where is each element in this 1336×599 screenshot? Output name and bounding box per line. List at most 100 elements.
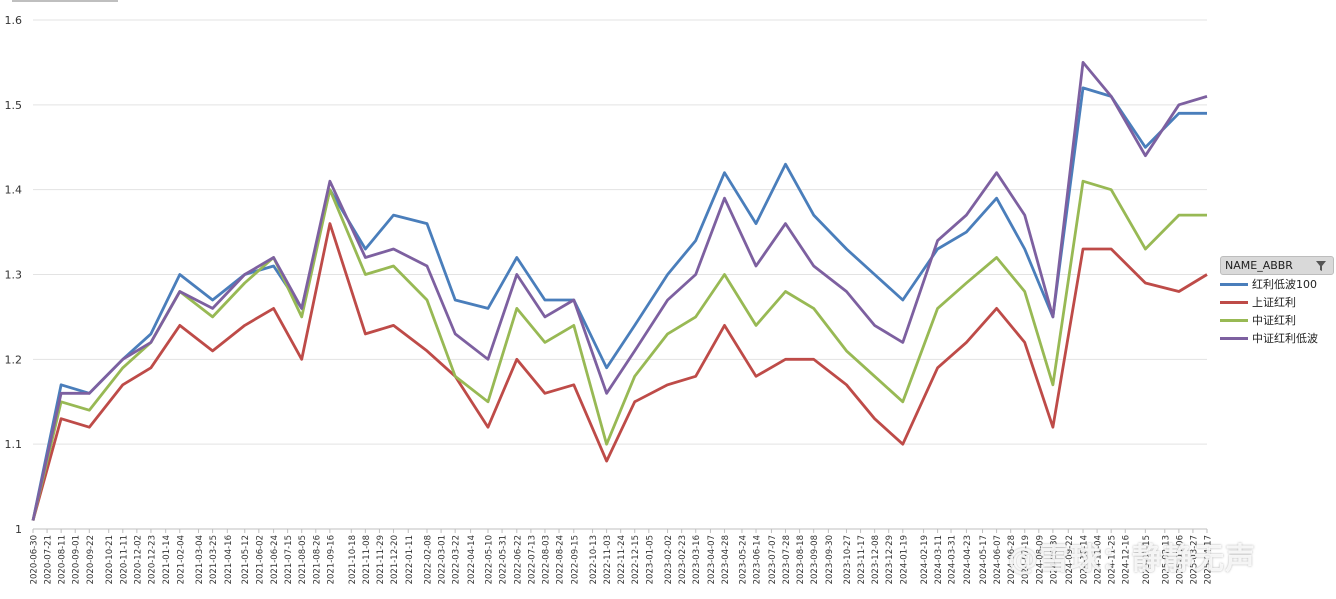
x-tick-label: 2020-11-11 (119, 535, 129, 584)
x-tick-label: 2022-12-15 (631, 535, 641, 584)
legend-swatch (1220, 336, 1248, 340)
x-tick-label: 2021-04-16 (224, 535, 234, 584)
x-tick-label: 2021-05-12 (241, 535, 251, 584)
x-tick-label: 2021-08-05 (298, 535, 308, 584)
y-axis: 1 1.1 1.2 1.3 1.4 1.5 1.6 (5, 14, 23, 536)
sheet-tab-indicator (12, 0, 118, 2)
x-tick-label: 2024-02-19 (920, 535, 930, 584)
x-tick-label: 2021-10-18 (348, 535, 358, 584)
x-tick-label: 2022-08-03 (541, 535, 551, 584)
x-tick-label: 2020-12-23 (147, 535, 157, 584)
x-tick-label: 2022-03-01 (438, 535, 448, 584)
legend-item-label: 红利低波100 (1252, 278, 1317, 291)
series-line-3 (31, 61, 1208, 521)
x-tick-label: 2024-11-04 (1094, 535, 1104, 584)
x-tick-label: 2021-03-25 (209, 535, 219, 584)
x-tick-label: 2022-02-08 (424, 535, 434, 584)
legend-item-1[interactable]: 上证红利 (1220, 293, 1334, 311)
x-tick-label: 2025-02-13 (1161, 535, 1171, 584)
x-tick-label: 2022-03-22 (452, 535, 462, 584)
x-tick-label: 2024-06-28 (1007, 535, 1017, 584)
x-tick-label: 2024-03-11 (934, 535, 944, 584)
legend-swatch (1220, 318, 1248, 322)
x-tick-label: 2022-09-15 (570, 535, 580, 584)
x-tick-label: 2025-03-27 (1189, 535, 1199, 584)
y-tick-label: 1.6 (5, 14, 23, 27)
x-tick-label: 2021-02-04 (176, 535, 186, 584)
x-tick-label: 2022-11-03 (603, 535, 613, 584)
y-tick-label: 1.2 (5, 353, 23, 366)
legend-title: NAME_ABBR (1225, 259, 1293, 272)
series-lines (31, 61, 1208, 521)
legend-item-3[interactable]: 中证红利低波 (1220, 329, 1334, 347)
y-tick-label: 1 (15, 523, 22, 536)
legend-item-2[interactable]: 中证红利 (1220, 311, 1334, 329)
x-tick-label: 2022-05-31 (499, 535, 509, 584)
funnel-filter-icon[interactable] (1313, 259, 1329, 273)
legend-item-label: 上证红利 (1252, 296, 1296, 309)
legend-swatch (1220, 300, 1248, 304)
legend-item-label: 中证红利低波 (1252, 332, 1318, 345)
x-tick-label: 2023-07-07 (768, 535, 778, 584)
x-tick-label: 2024-10-14 (1080, 535, 1090, 584)
x-tick-label: 2022-06-22 (513, 535, 523, 584)
x-tick-label: 2021-07-15 (284, 535, 294, 584)
x-tick-label: 2023-02-23 (678, 535, 688, 584)
x-tick-label: 2023-09-08 (810, 535, 820, 584)
x-tick-label: 2023-04-28 (721, 535, 731, 584)
x-tick-label: 2023-02-02 (664, 535, 674, 584)
x-tick-label: 2024-04-23 (963, 535, 973, 584)
x-tick-label: 2022-05-10 (484, 535, 494, 584)
x-tick-label: 2023-06-14 (753, 535, 763, 584)
x-tick-label: 2021-09-16 (326, 535, 336, 584)
x-tick-label: 2023-12-08 (871, 535, 881, 584)
x-tick-label: 2024-07-19 (1021, 535, 1031, 584)
x-tick-label: 2022-04-14 (467, 535, 477, 584)
x-tick-label: 2024-12-16 (1122, 535, 1132, 584)
x-tick-label: 2022-11-24 (617, 535, 627, 584)
x-tick-label: 2020-08-11 (58, 535, 68, 584)
legend-header[interactable]: NAME_ABBR (1220, 256, 1334, 275)
x-tick-label: 2021-06-02 (255, 535, 265, 584)
x-tick-label: 2020-09-22 (86, 535, 96, 584)
x-tick-label: 2023-07-28 (782, 535, 792, 584)
x-tick-label: 2023-08-18 (796, 535, 806, 584)
legend-swatch (1220, 282, 1248, 286)
x-tick-label: 2024-03-31 (948, 535, 958, 584)
x-tick-label: 2023-12-29 (885, 535, 895, 584)
x-tick-label: 2023-03-16 (692, 535, 702, 584)
chart-gridlines (33, 19, 1207, 530)
x-tick-label: 2025-04-17 (1204, 535, 1214, 584)
watermark: @雪球：静静无声 (1008, 542, 1256, 577)
x-tick-label: 2023-11-17 (857, 535, 867, 584)
legend-item-0[interactable]: 红利低波100 (1220, 275, 1334, 293)
x-tick-label: 2021-12-20 (390, 535, 400, 584)
x-tick-label: 2025-01-15 (1142, 535, 1152, 584)
x-tick-label: 2020-07-21 (44, 535, 54, 584)
x-tick-label: 2024-01-19 (899, 535, 909, 584)
x-tick-label: 2021-01-14 (162, 535, 172, 584)
x-tick-label: 2024-11-25 (1108, 535, 1118, 584)
x-tick-label: 2023-10-27 (843, 535, 853, 584)
x-tick-label: 2022-01-11 (405, 535, 415, 584)
x-tick-label: 2020-10-21 (105, 535, 115, 584)
x-tick-label: 2023-04-07 (707, 535, 717, 584)
legend-item-label: 中证红利 (1252, 314, 1296, 327)
x-tick-label: 2022-08-24 (556, 535, 566, 584)
y-tick-label: 1.3 (5, 269, 23, 282)
series-line-0 (31, 86, 1207, 521)
x-tick-label: 2024-09-22 (1065, 535, 1075, 584)
x-tick-label: 2024-08-30 (1049, 535, 1059, 584)
y-tick-label: 1.4 (5, 184, 23, 197)
y-tick-label: 1.1 (5, 438, 23, 451)
x-tick-label: 2023-05-24 (738, 535, 748, 584)
y-tick-label: 1.5 (5, 99, 23, 112)
series-line-2 (31, 179, 1207, 521)
x-tick-label: 2021-11-08 (362, 535, 372, 584)
x-tick-label: 2021-06-24 (270, 535, 280, 584)
x-tick-label: 2021-08-26 (312, 535, 322, 584)
legend: NAME_ABBR 红利低波100 上证红利 中证红利 中证红利低波 (1220, 256, 1334, 347)
x-tick-label: 2022-07-13 (527, 535, 537, 584)
x-tick-label: 2024-06-07 (993, 535, 1003, 584)
x-axis: 2020-06-30 2020-07-21 2020-08-11 2020-09-01… (30, 528, 1214, 584)
